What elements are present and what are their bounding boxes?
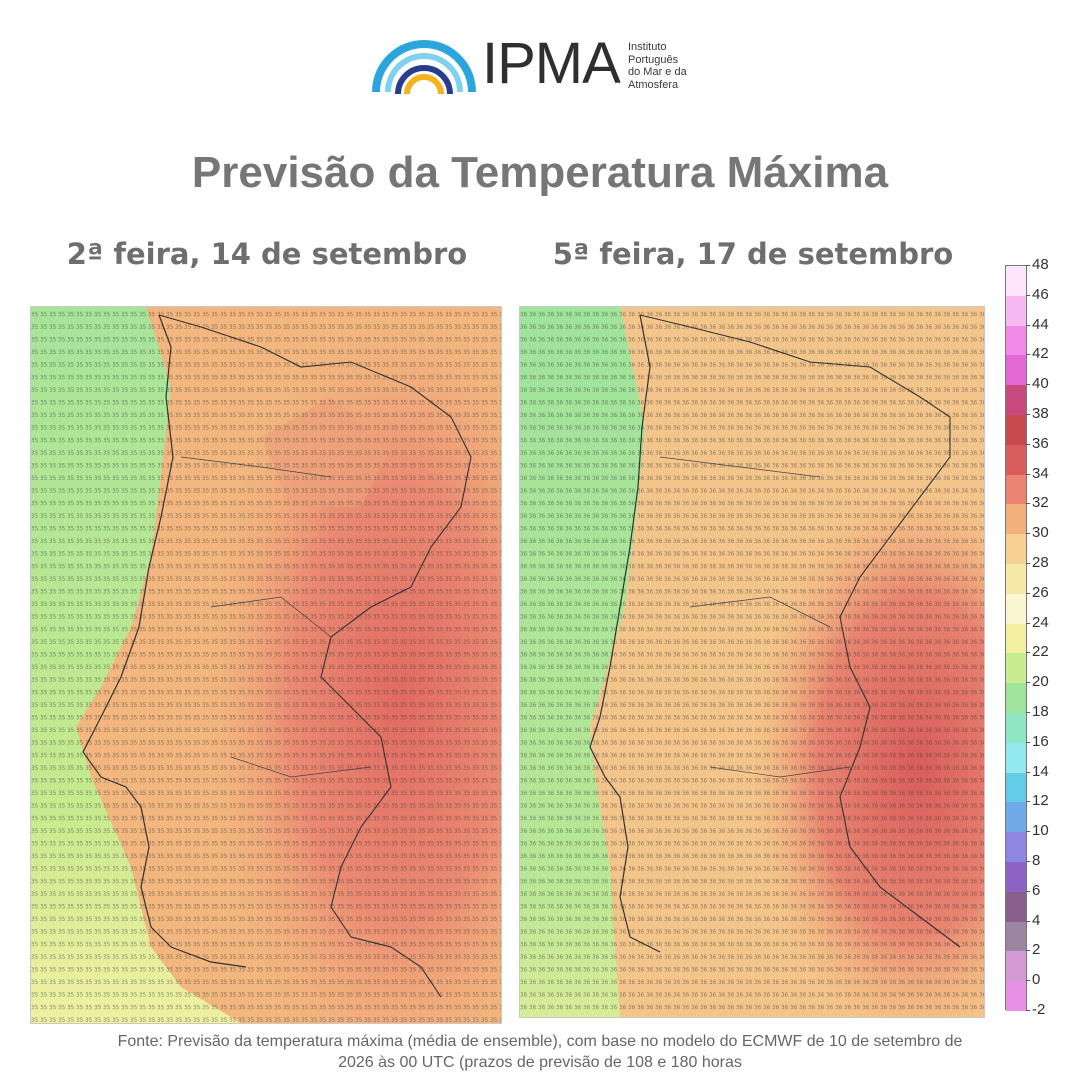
source-note: Fonte: Previsão da temperatura máxima (m…: [40, 1031, 1040, 1073]
colorbar-label: 42: [1032, 345, 1049, 363]
colorbar-label: 4: [1032, 911, 1041, 929]
colorbar-tick: [1026, 771, 1030, 773]
colorbar-tick: [1026, 443, 1030, 445]
colorbar-label: 10: [1032, 822, 1049, 840]
colorbar-label: 28: [1032, 554, 1049, 571]
source-line: Fonte: Previsão da temperatura máxima (m…: [117, 1033, 963, 1050]
colorbar-segment: [1006, 802, 1026, 833]
colorbar-segment: [1006, 266, 1026, 297]
colorbar-label: 26: [1032, 583, 1049, 601]
colorbar-label: 38: [1032, 405, 1049, 422]
page-title: Previsão da Temperatura Máxima: [191, 148, 889, 197]
colorbar-tick: [1026, 920, 1030, 922]
temperature-map-monday: 35: [30, 306, 502, 1024]
colorbar-tick: [1026, 652, 1030, 654]
colorbar-label: 22: [1032, 643, 1049, 661]
colorbar-segment: [1006, 772, 1026, 803]
colorbar-segment: [1006, 593, 1026, 625]
colorbar-label: 2: [1032, 941, 1041, 959]
colorbar-segment: [1006, 474, 1026, 505]
colorbar-segment: [1006, 444, 1026, 476]
source-line: 2026 às 00 UTC (prazos de previsão de 10…: [338, 1054, 742, 1071]
colorbar-segment: [1006, 832, 1026, 863]
colorbar-tick: [1026, 712, 1030, 713]
colorbar-tick: [1026, 741, 1030, 743]
colorbar-label: 30: [1032, 524, 1049, 542]
colorbar-tick: [1026, 354, 1030, 356]
colorbar-segment: [1006, 355, 1026, 386]
colorbar-label: 20: [1032, 673, 1049, 691]
colorbar-segment: [1006, 891, 1026, 923]
colorbar-segment: [1006, 504, 1026, 535]
colorbar-label: 18: [1032, 703, 1049, 720]
colorbar-label: 14: [1032, 762, 1049, 780]
colorbar-tick: [1026, 1010, 1030, 1011]
colorbar-tick: [1026, 622, 1030, 624]
colorbar-label: 32: [1032, 494, 1049, 512]
colorbar-tick: [1026, 265, 1030, 266]
colorbar-segment: [1006, 683, 1026, 714]
colorbar-segment: [1006, 742, 1026, 774]
colorbar-label: 40: [1032, 375, 1049, 393]
colorbar-tick: [1026, 592, 1030, 594]
colorbar-segment: [1006, 713, 1026, 744]
colorbar-segment: [1006, 534, 1026, 565]
colorbar-tick: [1026, 324, 1030, 326]
colorbar-tick: [1026, 414, 1030, 415]
colorbar-label: 16: [1032, 732, 1049, 750]
temperature-map-monday-graphic: 35: [31, 307, 501, 1023]
colorbar-label: 6: [1032, 881, 1041, 899]
colorbar-tick: [1026, 861, 1030, 862]
colorbar-label: 36: [1032, 434, 1049, 452]
colorbar-segment: [1006, 415, 1026, 446]
ipma-arcs-icon: [372, 40, 476, 95]
logo-subtitle-line: Atmosfera: [628, 78, 679, 91]
colorbar-tick: [1026, 950, 1030, 952]
colorbar-label: 48: [1032, 256, 1049, 273]
colorbar-tick: [1026, 801, 1030, 803]
map-title-thursday: 5ª feira, 17 de setembro: [552, 237, 954, 271]
colorbar-segment: [1006, 951, 1026, 982]
logo-subtitle-line: do Mar e da: [628, 66, 687, 78]
colorbar-segment: [1006, 653, 1026, 684]
logo-subtitle-line: Português: [628, 53, 679, 66]
colorbar-tick: [1026, 533, 1030, 535]
colorbar-segment: [1006, 981, 1026, 1012]
colorbar-label: 0: [1032, 971, 1041, 989]
temperature-colorbar: [1005, 265, 1027, 1012]
temperature-map-thursday-graphic: 36: [520, 307, 984, 1017]
colorbar-segment: [1006, 623, 1026, 654]
colorbar-label: 44: [1032, 315, 1049, 333]
colorbar-label: 34: [1032, 464, 1049, 482]
temperature-map-thursday: 36: [519, 306, 985, 1018]
colorbar-label: 24: [1032, 613, 1049, 631]
colorbar-tick: [1026, 563, 1030, 564]
logo-wordmark: IPMA: [482, 31, 621, 96]
colorbar-segment: [1006, 295, 1026, 327]
colorbar-label: -2: [1032, 1001, 1046, 1018]
colorbar-tick: [1026, 294, 1030, 296]
logo-subtitle: Instituto Português do Mar e da Atmosfer…: [628, 41, 718, 91]
colorbar-tick: [1026, 473, 1030, 475]
colorbar-tick: [1026, 384, 1030, 386]
colorbar-tick: [1026, 831, 1030, 833]
colorbar-label: 46: [1032, 285, 1049, 303]
colorbar-segment: [1006, 325, 1026, 356]
colorbar-segment: [1006, 385, 1026, 416]
colorbar-label: 12: [1032, 792, 1049, 810]
map-title-monday: 2ª feira, 14 de setembro: [66, 237, 468, 271]
colorbar-segment: [1006, 921, 1026, 952]
colorbar-segment: [1006, 564, 1026, 595]
colorbar-segment: [1006, 862, 1026, 893]
logo-subtitle-line: Instituto: [628, 41, 667, 53]
colorbar-label: 8: [1032, 852, 1041, 869]
colorbar-tick: [1026, 890, 1030, 892]
ipma-logo: IPMA Instituto Português do Mar e da Atm…: [370, 32, 710, 98]
colorbar-tick: [1026, 682, 1030, 684]
colorbar-tick: [1026, 980, 1030, 982]
colorbar-tick: [1026, 503, 1030, 505]
